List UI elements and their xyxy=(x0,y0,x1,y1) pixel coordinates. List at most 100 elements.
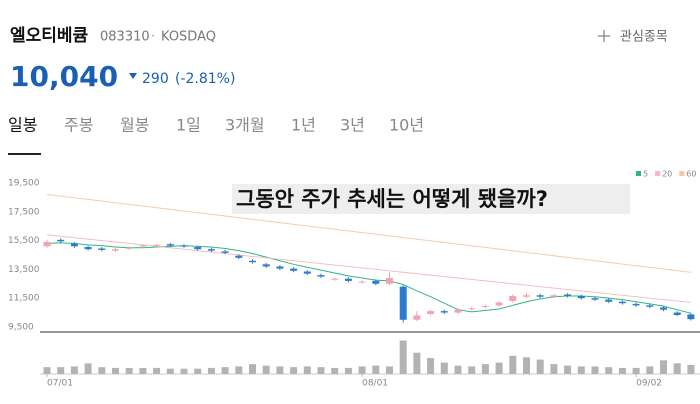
x-tick-label: 07/01 xyxy=(47,379,73,389)
x-tick-label: 09/02 xyxy=(636,379,662,389)
volume-bar xyxy=(125,367,133,374)
candle-body xyxy=(427,311,435,314)
volume-bar xyxy=(194,368,202,374)
candle-body xyxy=(509,296,517,302)
volume-bar xyxy=(481,364,489,374)
candle-body xyxy=(618,301,626,304)
volume-bar xyxy=(249,364,256,374)
watch-button[interactable]: 관심종목 xyxy=(598,30,668,45)
tab[interactable]: 10년 xyxy=(389,116,424,135)
candle-body xyxy=(70,243,78,247)
legend-label: 60 xyxy=(686,170,696,179)
watch-label[interactable]: 관심종목 xyxy=(620,30,668,45)
volume-bar xyxy=(207,367,215,374)
annotation-bg xyxy=(232,184,630,214)
candle-body xyxy=(440,311,448,313)
candle-body xyxy=(495,302,503,306)
tab[interactable]: 1년 xyxy=(291,116,316,135)
volume-bar xyxy=(235,366,243,374)
volume-bar xyxy=(427,358,435,374)
volume-bar xyxy=(577,366,585,374)
candle-body xyxy=(317,275,325,277)
candle-body xyxy=(303,271,311,274)
volume-bar xyxy=(303,366,311,374)
legend-swatch xyxy=(679,171,685,176)
candle-body xyxy=(84,247,92,250)
volume-bar xyxy=(57,367,65,374)
candle-body xyxy=(180,245,188,247)
volume-bar xyxy=(646,366,654,374)
legend-label: 5 xyxy=(643,170,648,179)
separator: · xyxy=(151,30,155,45)
candle-body xyxy=(673,312,681,316)
candle-body xyxy=(687,314,695,320)
tab[interactable]: 일봉 xyxy=(8,116,37,135)
stock-code: 083310 xyxy=(100,30,150,45)
candle-body xyxy=(112,249,119,251)
tab[interactable]: 1일 xyxy=(176,116,201,135)
y-tick-label: 13,500 xyxy=(8,265,40,275)
candle-body xyxy=(358,281,366,283)
candle-body xyxy=(344,278,352,281)
change-rate: (-2.81%) xyxy=(175,71,235,87)
annotation: 그동안 주가 추세는 어떻게 됐을까? xyxy=(236,187,548,211)
volume-bar xyxy=(331,367,339,374)
x-tick-label: 08/01 xyxy=(362,379,388,389)
tab[interactable]: 3년 xyxy=(340,116,365,135)
volume-bar xyxy=(632,367,640,374)
y-tick-label: 9,500 xyxy=(8,322,34,332)
candle-body xyxy=(386,278,393,284)
volume-bar xyxy=(605,367,613,374)
tab[interactable]: 주봉 xyxy=(64,116,93,135)
candle-body xyxy=(577,296,585,299)
volume-bar xyxy=(564,365,572,374)
volume-bar xyxy=(495,362,503,374)
candle-body xyxy=(646,305,654,307)
candle-body xyxy=(331,278,339,280)
candle-body xyxy=(481,306,489,308)
volume-bar xyxy=(180,368,188,374)
candle-body xyxy=(57,239,65,242)
candle-body xyxy=(660,307,667,310)
volume-bar xyxy=(399,340,407,374)
candle-body xyxy=(605,299,613,302)
volume-bar xyxy=(386,366,393,374)
volume-bar xyxy=(112,367,119,374)
candle-body xyxy=(43,242,51,247)
volume-bar xyxy=(70,366,78,374)
price: 10,040 xyxy=(10,60,118,93)
candle-body xyxy=(139,245,147,247)
candle-body xyxy=(98,248,106,250)
tab[interactable]: 3개월 xyxy=(225,116,265,135)
volume-bar xyxy=(413,352,421,374)
volume-bar xyxy=(468,366,476,374)
legend-swatch xyxy=(655,171,661,176)
candle-body xyxy=(550,295,558,297)
volume-bar xyxy=(43,367,51,374)
volume-bar xyxy=(660,360,667,374)
candle-body xyxy=(125,247,133,249)
moving-average xyxy=(46,242,692,314)
volume-bar xyxy=(98,367,106,374)
candle-body xyxy=(249,260,256,263)
y-tick-label: 17,500 xyxy=(8,207,40,217)
volume-bar xyxy=(139,367,147,374)
volume-bar xyxy=(276,366,284,374)
candle-body xyxy=(591,298,599,300)
volume-bar xyxy=(290,367,298,374)
candle-body xyxy=(523,295,530,297)
volume-bar xyxy=(221,367,229,374)
volume-bar xyxy=(618,367,626,374)
volume-bar xyxy=(523,357,530,374)
volume-bar xyxy=(454,365,462,374)
volume-bar xyxy=(166,368,174,374)
candle-body xyxy=(221,251,229,253)
y-tick-label: 11,500 xyxy=(8,294,40,304)
volume-bar xyxy=(344,367,352,374)
candle-body xyxy=(207,249,215,251)
volume-bar xyxy=(550,364,558,374)
volume-bar xyxy=(262,365,270,374)
candle-body xyxy=(194,247,202,250)
volume-bar xyxy=(673,363,681,374)
tab[interactable]: 월봉 xyxy=(120,116,149,135)
